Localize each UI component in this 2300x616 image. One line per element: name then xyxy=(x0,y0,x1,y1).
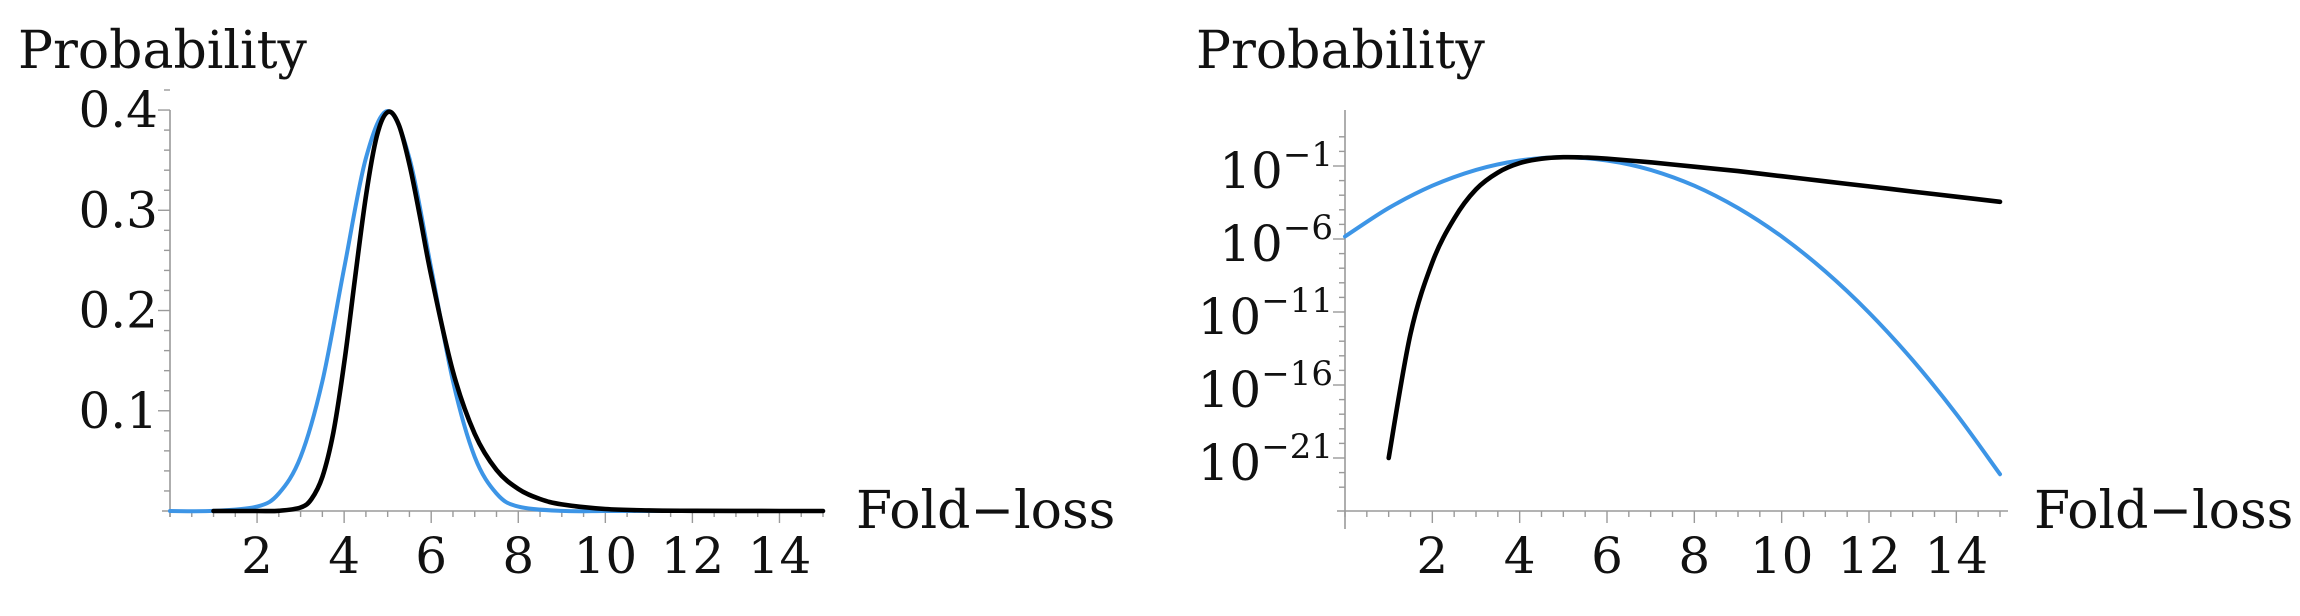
right-x-tick-label: 6 xyxy=(1591,527,1623,585)
right-x-tick-label: 4 xyxy=(1504,527,1536,585)
right-y-tick-label: 10−21 xyxy=(1198,427,1333,492)
right-x-tick-label: 2 xyxy=(1416,527,1448,585)
left-y-tick-label: 0.1 xyxy=(78,382,158,440)
left-x-tick-label: 2 xyxy=(241,527,273,585)
left-x-tick-label: 6 xyxy=(415,527,447,585)
left-y-axis-label: Probability xyxy=(18,21,308,81)
left-series xyxy=(168,109,826,514)
right-x-tick-label: 12 xyxy=(1837,527,1901,585)
left-x-tick-label: 4 xyxy=(328,527,360,585)
right-chart: Probability Fold−loss 2 4 6 8 10 12 14 10−1 10−6… xyxy=(1196,21,2293,585)
left-y-tick-label: 0.2 xyxy=(78,282,158,340)
left-series-line-blue xyxy=(168,109,825,514)
left-axes: 2 4 6 8 10 12 14 0.1 0.2 0.3 0.4 xyxy=(78,81,824,585)
left-chart: Probability Fold−loss 2 4 6 8 10 12 14 0.1 0.2 0.… xyxy=(18,21,1115,585)
right-series-line-blue xyxy=(1343,155,2002,477)
right-y-tick-label: 10−1 xyxy=(1219,135,1333,200)
left-x-tick-label: 12 xyxy=(661,527,725,585)
right-x-tick-label: 8 xyxy=(1678,527,1710,585)
right-x-tick-label: 14 xyxy=(1925,527,1989,585)
left-x-tick-label: 8 xyxy=(502,527,534,585)
right-y-tick-label: 10−6 xyxy=(1219,208,1333,273)
right-x-axis-label: Fold−loss xyxy=(2034,481,2293,541)
right-y-axis-label: Probability xyxy=(1196,21,1486,81)
left-series-line-black xyxy=(211,109,826,514)
right-series-line-black xyxy=(1386,154,2003,461)
left-x-tick-label: 10 xyxy=(574,527,638,585)
left-y-tick-label: 0.3 xyxy=(78,181,158,239)
right-y-tick-label: 10−11 xyxy=(1198,281,1333,346)
right-axes: 2 4 6 8 10 12 14 10−1 10−6 10−11 10−16 10−21 xyxy=(1198,110,2008,585)
right-x-tick-label: 10 xyxy=(1750,527,1814,585)
right-series xyxy=(1343,154,2003,477)
left-x-tick-label: 14 xyxy=(748,527,812,585)
left-y-tick-label: 0.4 xyxy=(78,81,158,139)
right-y-tick-label: 10−16 xyxy=(1198,354,1333,419)
left-x-axis-label: Fold−loss xyxy=(856,481,1115,541)
